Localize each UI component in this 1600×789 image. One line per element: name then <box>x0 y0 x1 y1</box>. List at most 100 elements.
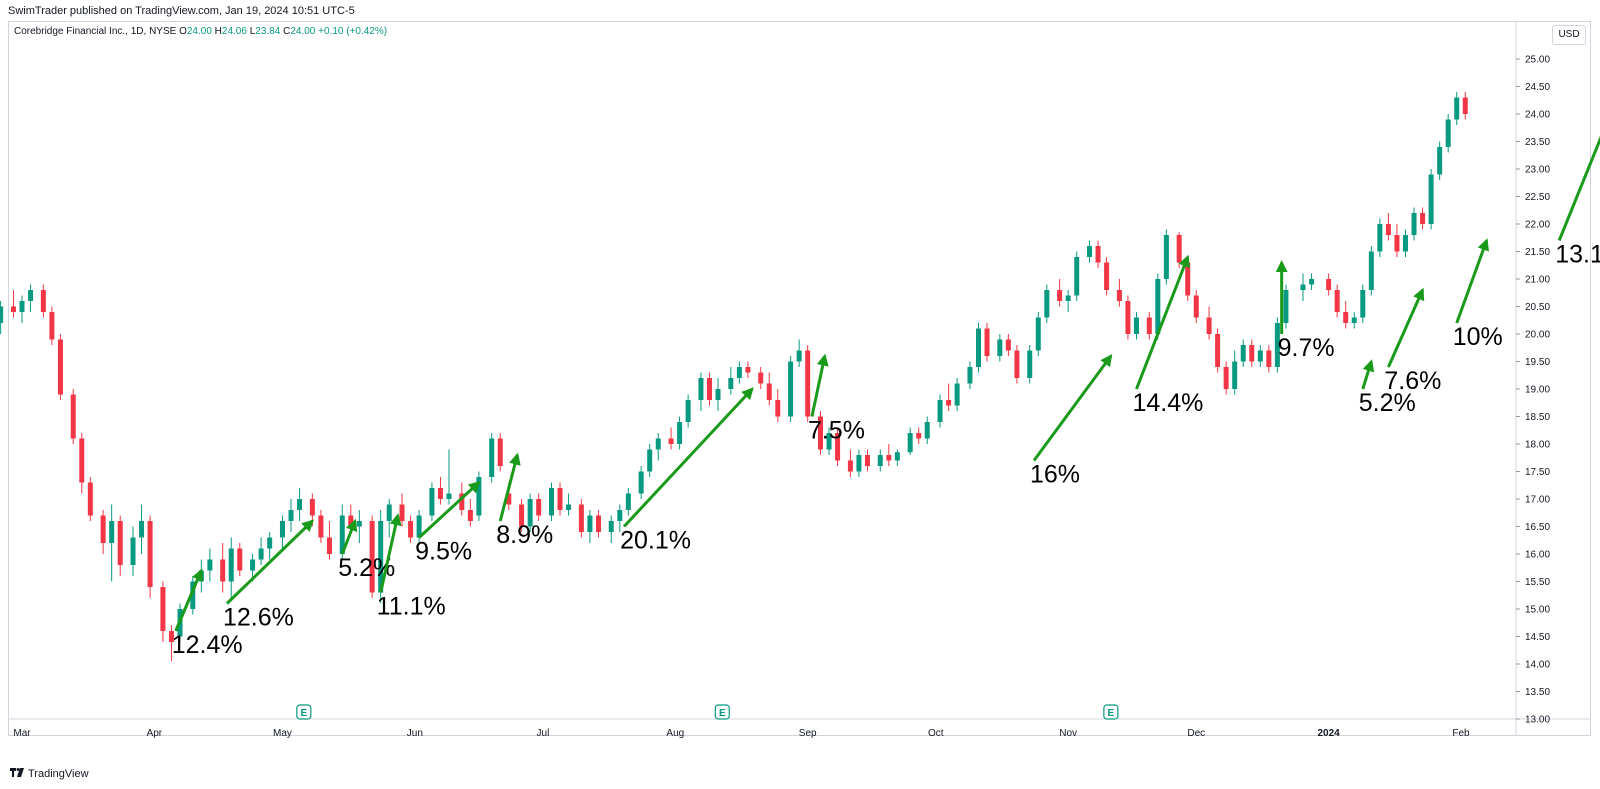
y-tick-label: 17.00 <box>1525 495 1550 506</box>
growth-arrow <box>1387 287 1425 368</box>
candle-body <box>339 515 345 554</box>
low-value: 23.84 <box>255 26 281 37</box>
candle-body <box>416 515 422 538</box>
growth-arrow <box>1361 359 1375 390</box>
candle-body <box>946 400 952 406</box>
candle-body <box>1014 350 1020 378</box>
candle-body <box>1377 224 1383 252</box>
chart-frame <box>8 21 1591 736</box>
candle-body <box>1385 224 1391 235</box>
candle-body <box>788 361 794 417</box>
candle-body <box>796 350 802 362</box>
candle-body <box>49 312 55 340</box>
open-value: 24.00 <box>186 26 212 37</box>
candle-body <box>318 515 324 538</box>
candle-body <box>250 559 256 571</box>
candle-body <box>775 400 781 417</box>
candle-body <box>1266 350 1272 367</box>
tradingview-logo-icon[interactable] <box>10 768 24 780</box>
change-value: +0.10 (+0.42%) <box>318 26 388 37</box>
candle-body <box>1176 235 1182 263</box>
candle-body <box>220 559 226 582</box>
x-tick-label: 2024 <box>1318 728 1341 739</box>
earnings-letter: E <box>1108 708 1115 719</box>
x-tick-label: Feb <box>1452 728 1470 739</box>
candle-body <box>847 460 853 472</box>
candle-body <box>1402 235 1408 252</box>
candle-body <box>1206 317 1212 334</box>
growth-label: 11.1% <box>377 593 446 621</box>
candle-body <box>1368 251 1374 290</box>
candle-body <box>1193 295 1199 318</box>
candle-body <box>79 438 85 483</box>
x-tick-label: Mar <box>13 728 31 739</box>
symbol-legend: Corebridge Financial Inc., 1D, NYSE O24.… <box>14 26 387 37</box>
growth-arrow <box>418 480 481 539</box>
candle-body <box>924 422 930 439</box>
tradingview-brand[interactable]: TradingView <box>28 768 89 780</box>
x-tick-label: Jun <box>407 728 423 739</box>
candle-body <box>655 438 661 450</box>
candle-body <box>147 521 153 587</box>
earnings-icon: E <box>714 704 730 720</box>
annotation-group: 12.4%12.6% 5.2% 11.1% 9.5% 8.9% 20.1% 7.5% 16% 1… <box>172 135 1600 659</box>
low-label: L <box>249 26 256 37</box>
candle-body <box>160 587 166 631</box>
growth-label: 10% <box>1453 323 1503 351</box>
candle-body <box>817 416 823 450</box>
symbol-title[interactable]: Corebridge Financial Inc., 1D, NYSE <box>14 26 177 37</box>
candle-body <box>130 537 136 565</box>
candle-body <box>1223 367 1229 389</box>
y-tick-label: 21.50 <box>1525 247 1550 258</box>
candle-body <box>1087 246 1093 257</box>
published-info: SwimTrader published on TradingView.com,… <box>8 5 355 17</box>
candle-body <box>668 438 674 444</box>
candle-body <box>984 328 990 356</box>
candle-body <box>1437 147 1443 175</box>
y-tick-label: 19.00 <box>1525 385 1550 396</box>
candle-body <box>647 449 653 472</box>
y-tick-label: 21.00 <box>1525 275 1550 286</box>
candle-body <box>369 521 375 593</box>
candle-body <box>1394 235 1400 252</box>
candle-body <box>1420 213 1426 224</box>
candle-body <box>288 510 294 521</box>
y-tick-label: 16.00 <box>1525 550 1550 561</box>
candle-body <box>297 499 303 510</box>
candle-body <box>237 548 243 571</box>
candle-body <box>207 559 213 571</box>
candle-body <box>1185 262 1191 296</box>
y-tick-label: 25.00 <box>1525 55 1550 66</box>
candle-body <box>1283 290 1289 323</box>
candle-body <box>1044 290 1050 318</box>
candle-body <box>566 504 572 510</box>
candle-body <box>685 400 691 422</box>
currency-button[interactable]: USD <box>1552 25 1586 45</box>
candle-body <box>1215 334 1221 367</box>
y-tick-label: 23.00 <box>1525 165 1550 176</box>
candle-body <box>548 488 554 516</box>
candle-body <box>429 488 435 516</box>
candle-body <box>1240 345 1246 362</box>
growth-label: 14.4% <box>1132 389 1203 417</box>
candle-body <box>326 537 332 554</box>
growth-arrow <box>340 518 358 555</box>
y-tick-label: 15.50 <box>1525 577 1550 588</box>
candle-body <box>595 515 601 532</box>
candle-body <box>536 499 542 516</box>
candle-body <box>279 521 285 538</box>
candle-body <box>446 493 452 499</box>
candle-body <box>1351 317 1357 323</box>
growth-arrow <box>622 387 754 528</box>
high-value: 24.06 <box>221 26 247 37</box>
candle-body <box>728 378 734 389</box>
candle-body <box>70 394 76 439</box>
candle-body <box>835 433 841 461</box>
x-tick-label: Nov <box>1059 728 1077 739</box>
growth-label: 12.6% <box>223 604 294 632</box>
candle-body <box>1257 350 1263 362</box>
candle-body <box>0 306 4 323</box>
candle-body <box>1155 279 1161 334</box>
y-tick-label: 13.00 <box>1525 715 1550 726</box>
